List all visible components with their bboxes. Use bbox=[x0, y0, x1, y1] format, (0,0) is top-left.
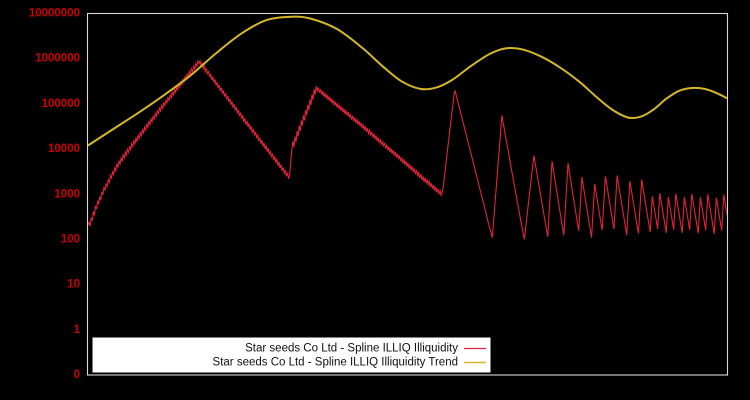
chart-legend[interactable]: Star seeds Co Ltd - Spline ILLIQ Illiqui… bbox=[92, 337, 491, 373]
legend-label-illiquidity: Star seeds Co Ltd - Spline ILLIQ Illiqui… bbox=[245, 343, 458, 355]
y-tick-label: 10000000 bbox=[29, 8, 80, 20]
illiquidity-trend-line bbox=[88, 15, 727, 147]
y-tick-label: 10000 bbox=[48, 143, 80, 155]
legend-background bbox=[92, 337, 491, 373]
y-tick-label: 100000 bbox=[42, 98, 80, 110]
legend-label-trend: Star seeds Co Ltd - Spline ILLIQ Illiqui… bbox=[213, 357, 458, 369]
illiquidity-series-line bbox=[88, 58, 727, 240]
y-tick-label: 1000 bbox=[54, 188, 80, 200]
plot-frame bbox=[86, 12, 729, 376]
y-tick-label: 1 bbox=[74, 324, 81, 336]
y-tick-label: 10 bbox=[67, 279, 80, 291]
y-tick-label: 0 bbox=[74, 369, 80, 381]
y-tick-label: 100 bbox=[61, 233, 80, 245]
y-tick-label: 1000000 bbox=[35, 53, 80, 65]
